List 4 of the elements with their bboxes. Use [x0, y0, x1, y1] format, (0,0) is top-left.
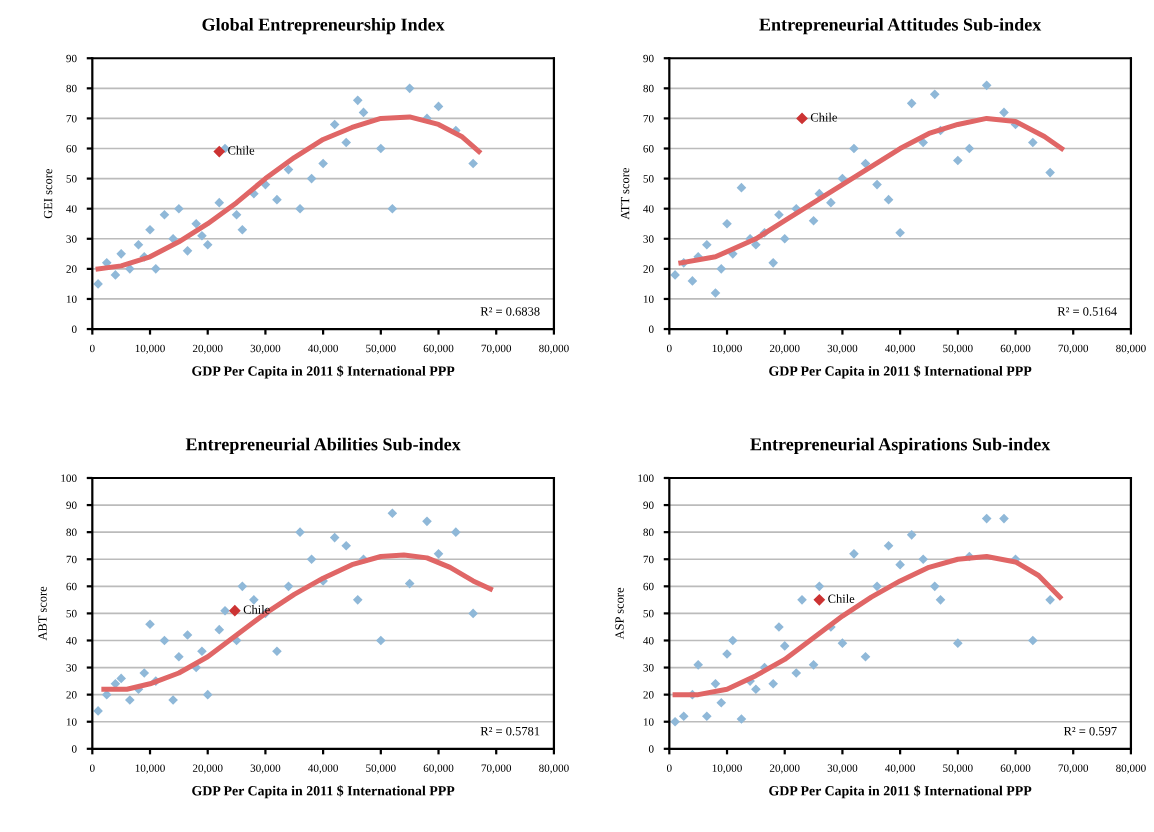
chart-title: Global Entrepreneurship Index [202, 17, 445, 35]
chart-title: Entrepreneurial Abilities Sub-index [185, 437, 461, 455]
chart-title: Entrepreneurial Aspirations Sub-index [750, 437, 1051, 455]
chart-title: Entrepreneurial Attitudes Sub-index [759, 17, 1042, 35]
